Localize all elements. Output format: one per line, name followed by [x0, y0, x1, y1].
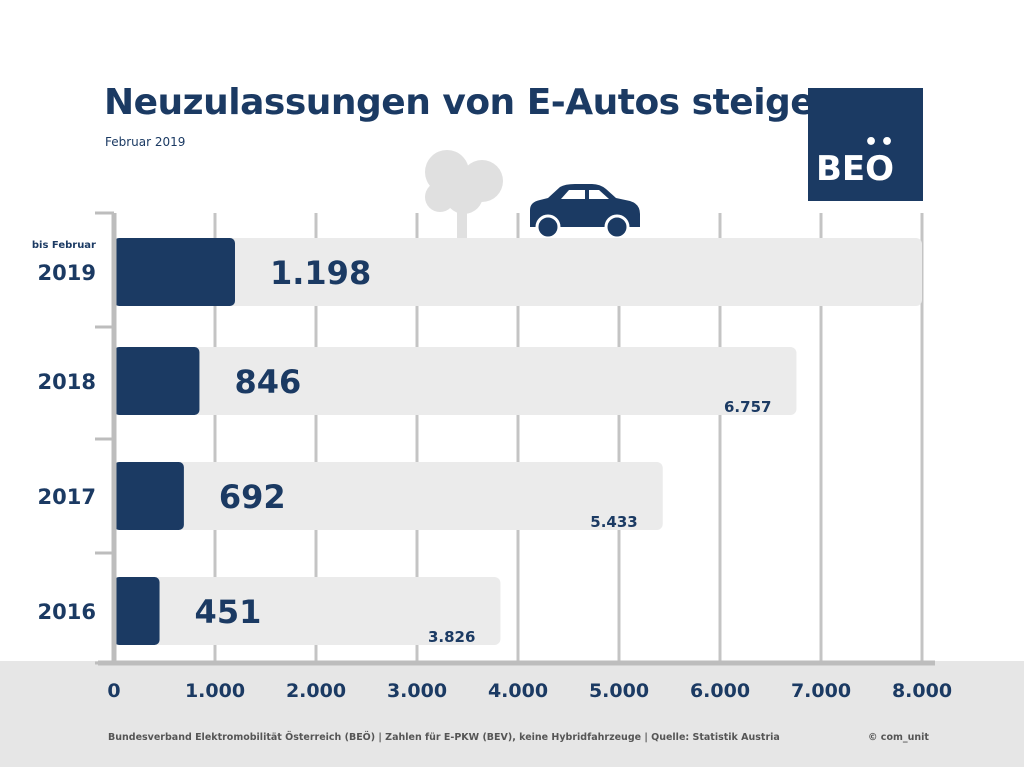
x-tick-label: 0	[107, 680, 120, 702]
x-tick-label: 5.000	[589, 680, 649, 702]
category-note: bis Februar	[32, 240, 96, 251]
track-bar	[114, 577, 501, 645]
footer-credit: © com_unit	[868, 732, 929, 743]
beo-logo: •• BEO	[808, 88, 923, 201]
category-label: 2018	[38, 370, 96, 394]
total-label: 3.826	[428, 628, 475, 646]
x-tick-label: 2.000	[286, 680, 346, 702]
value-label: 692	[219, 478, 286, 516]
chart-subtitle: Februar 2019	[105, 135, 186, 149]
logo-text: BEO	[816, 149, 895, 189]
x-tick-label: 8.000	[892, 680, 952, 702]
value-bar	[114, 347, 200, 415]
value-label: 1.198	[270, 254, 371, 292]
x-tick-label: 4.000	[488, 680, 548, 702]
track-bar	[114, 238, 922, 306]
value-bar	[114, 238, 235, 306]
x-tick-label: 6.000	[690, 680, 750, 702]
car-icon	[530, 184, 640, 240]
total-label: 5.433	[590, 513, 637, 531]
value-bar	[114, 462, 184, 530]
category-label: 2019	[38, 261, 96, 285]
x-tick-label: 7.000	[791, 680, 851, 702]
track-bar	[114, 462, 663, 530]
value-bar	[114, 577, 160, 645]
value-label: 846	[234, 363, 301, 401]
track-bar	[114, 347, 797, 415]
footer-source: Bundesverband Elektromobilität Österreic…	[108, 732, 780, 743]
logo-dots: ••	[864, 130, 897, 155]
value-label: 451	[195, 593, 262, 631]
x-tick-label: 3.000	[387, 680, 447, 702]
x-tick-label: 1.000	[185, 680, 245, 702]
category-label: 2017	[38, 485, 96, 509]
chart-title: Neuzulassungen von E-Autos steigen	[104, 82, 840, 123]
category-label: 2016	[38, 600, 96, 624]
total-label: 6.757	[724, 398, 771, 416]
ground-band	[0, 661, 1024, 767]
tree-icon	[425, 150, 503, 240]
